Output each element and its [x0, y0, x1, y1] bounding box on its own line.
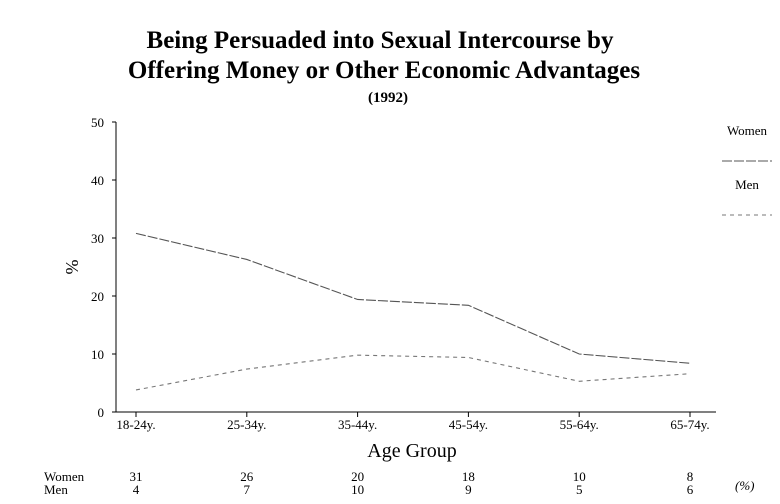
axes	[115, 122, 716, 413]
legend-label-men: Men	[735, 177, 759, 192]
data-point-men	[578, 380, 581, 383]
data-point-men	[135, 388, 138, 391]
y-tick-label: 50	[91, 115, 104, 130]
table-value-women: 26	[240, 469, 254, 484]
table-value-men: 4	[133, 482, 140, 497]
x-tick-label: 18-24y.	[116, 417, 155, 432]
y-tick-label: 40	[91, 173, 104, 188]
table-value-men: 5	[576, 482, 583, 497]
legend-label-women: Women	[727, 123, 768, 138]
y-tick-label: 30	[91, 231, 104, 246]
x-tick-label: 65-74y.	[670, 417, 709, 432]
legend: Women Men	[722, 123, 772, 216]
data-point-women	[245, 258, 248, 261]
series-lines	[135, 232, 692, 391]
y-axis-label: %	[62, 260, 82, 275]
table-row-label-men: Men	[44, 482, 68, 497]
table-value-women: 10	[573, 469, 586, 484]
chart-subtitle: (1992)	[368, 90, 408, 106]
table-value-men: 10	[351, 482, 364, 497]
data-point-men	[245, 368, 248, 371]
data-point-men	[689, 372, 692, 375]
table-unit: (%)	[735, 478, 755, 493]
table-row-label-women: Women	[44, 469, 85, 484]
y-tick-label: 0	[98, 405, 105, 420]
table-value-women: 20	[351, 469, 364, 484]
x-tick-label: 45-54y.	[449, 417, 488, 432]
data-point-women	[578, 353, 581, 356]
y-ticks: 0 10 20 30 40 50	[91, 115, 116, 420]
y-tick-label: 10	[91, 347, 104, 362]
data-point-men	[356, 354, 359, 357]
table-value-men: 6	[687, 482, 694, 497]
x-tick-label: 35-44y.	[338, 417, 377, 432]
data-point-women	[356, 298, 359, 301]
x-ticks: 18-24y. 25-34y. 35-44y. 45-54y. 55-64y. 65-74…	[116, 412, 710, 432]
series-line-men	[135, 354, 691, 391]
data-point-men	[467, 356, 470, 359]
table-value-men: 7	[244, 482, 251, 497]
table-value-women: 31	[130, 469, 143, 484]
series-line-women	[135, 232, 691, 364]
data-point-women	[689, 362, 692, 365]
table-value-women: 8	[687, 469, 694, 484]
data-point-women	[135, 232, 138, 235]
y-tick-label: 20	[91, 289, 104, 304]
table-value-men: 9	[465, 482, 472, 497]
chart-title-line-1: Being Persuaded into Sexual Intercourse …	[147, 27, 614, 54]
x-axis-label: Age Group	[367, 440, 456, 462]
data-table: Women 31 26 20 18 10 8 Men 4 7 10 9 5 6 (%)	[44, 469, 755, 497]
data-point-women	[467, 304, 470, 307]
x-tick-label: 25-34y.	[227, 417, 266, 432]
table-value-women: 18	[462, 469, 475, 484]
chart-title-line-2: Offering Money or Other Economic Advanta…	[128, 57, 640, 84]
x-tick-label: 55-64y.	[560, 417, 599, 432]
